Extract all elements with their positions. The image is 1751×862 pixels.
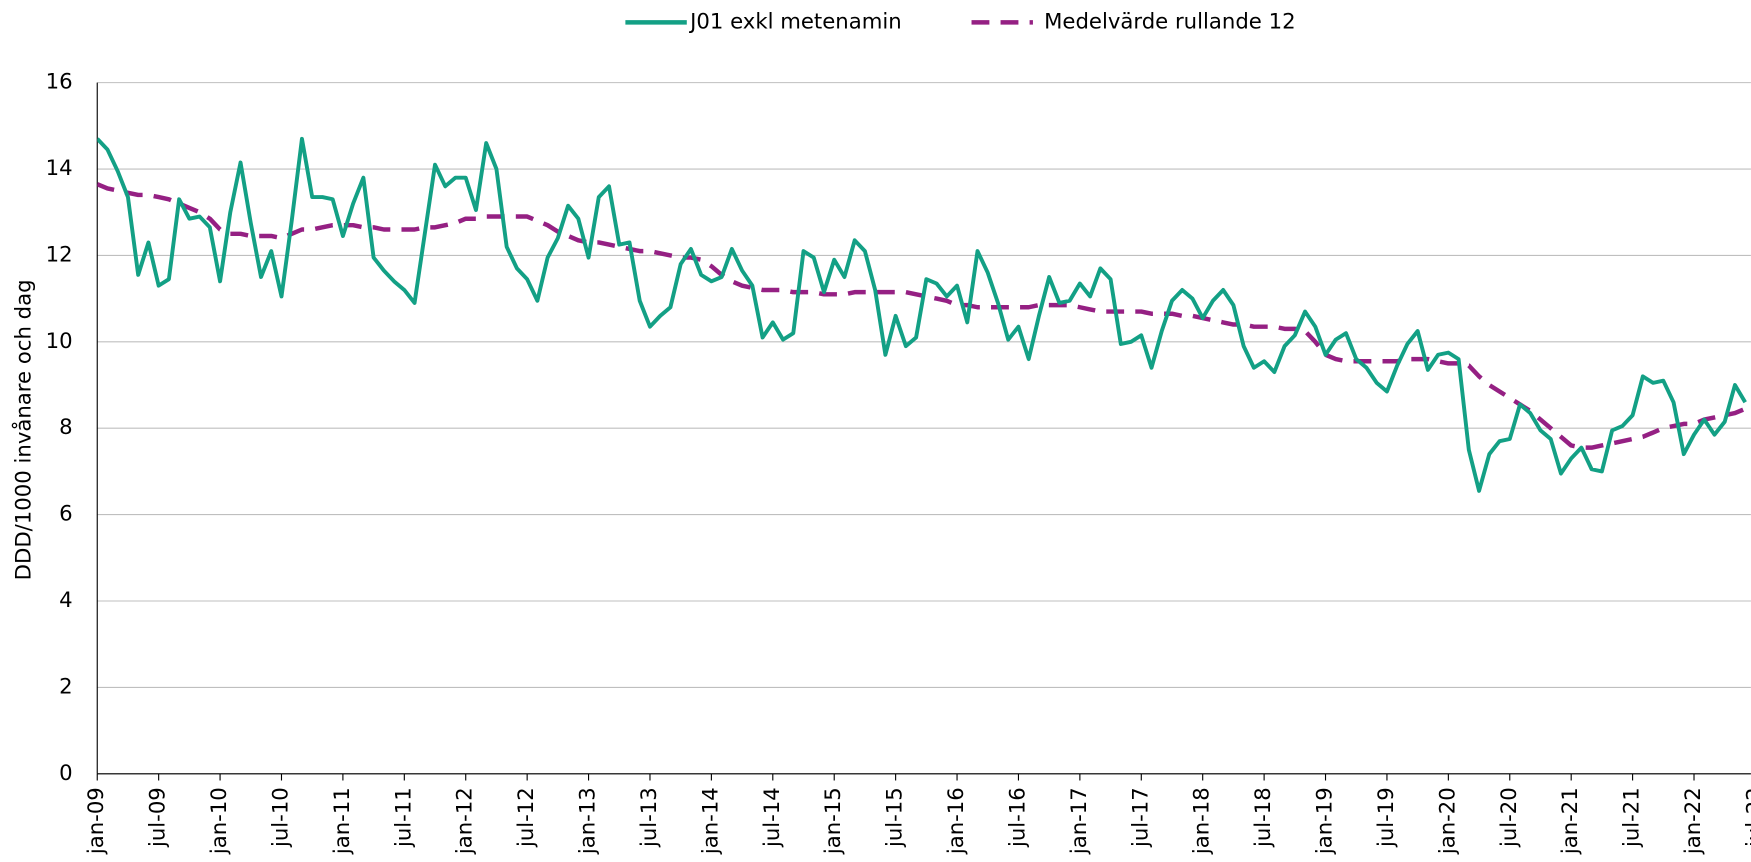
y-tick-label: 2 [59,674,73,699]
y-tick-label: 16 [46,70,73,95]
y-tick-label: 0 [59,761,73,786]
y-tick-label: 4 [59,588,73,613]
x-tick-label: jul-11 [391,787,416,848]
x-tick-label: jan-17 [1067,787,1092,855]
x-tick-label: jan-19 [1313,787,1338,855]
x-tick-label: jan-14 [698,787,723,855]
y-tick-label: 8 [59,415,73,440]
x-tick-label: jul-14 [760,787,785,848]
x-tick-label: jan-12 [453,787,478,855]
x-tick-label: jul-17 [1128,787,1153,848]
x-tick-label: jul-12 [514,787,539,848]
y-tick-label: 14 [46,156,73,181]
legend-label: J01 exkl metenamin [688,9,902,34]
x-tick-label: jul-18 [1251,787,1276,848]
x-tick-label: jan-10 [207,787,232,855]
y-axis-label: DDD/1000 invånare och dag [11,279,37,580]
x-tick-label: jul-13 [637,787,662,848]
series-line [97,182,1747,450]
y-tick-label: 6 [59,502,73,527]
series-line [97,136,1747,493]
x-tick-label: jul-10 [268,787,293,848]
x-tick-label: jul-20 [1497,787,1522,848]
x-tick-label: jan-11 [330,787,355,855]
x-tick-label: jan-09 [84,787,109,855]
x-tick-label: jul-09 [146,787,171,848]
x-tick-label: jul-19 [1374,787,1399,848]
x-tick-label: jul-21 [1620,787,1645,848]
y-tick-label: 12 [46,242,73,267]
x-tick-label: jan-13 [576,787,601,855]
x-tick-label: jan-22 [1681,787,1706,855]
x-tick-label: jul-16 [1005,787,1030,848]
x-tick-label: jan-21 [1558,787,1583,855]
legend-label: Medelvärde rullande 12 [1044,9,1295,34]
x-tick-label: jul-15 [883,787,908,848]
x-tick-label: jul-22 [1742,787,1751,848]
x-tick-label: jan-15 [821,787,846,855]
x-tick-label: jan-20 [1435,787,1460,855]
y-tick-label: 10 [46,329,73,354]
x-tick-label: jan-16 [944,787,969,855]
x-tick-label: jan-18 [1190,787,1215,855]
